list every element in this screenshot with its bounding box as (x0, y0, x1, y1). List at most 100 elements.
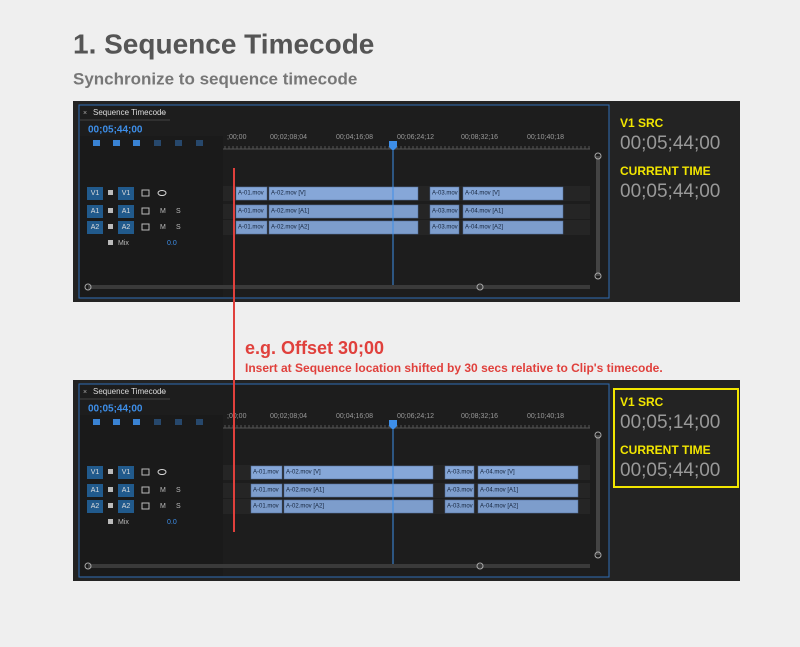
solo-button[interactable]: S (176, 503, 181, 510)
clip[interactable] (283, 465, 434, 480)
target-patch[interactable] (118, 466, 134, 479)
tool-icon[interactable] (133, 419, 140, 425)
src-label: V1 SRC (620, 116, 664, 130)
clip[interactable] (268, 204, 419, 219)
clip-label: A-03.mov (447, 488, 473, 494)
clip[interactable] (250, 465, 283, 480)
clip[interactable] (235, 220, 268, 235)
scroll-handle[interactable] (84, 283, 92, 291)
mute-button[interactable]: M (160, 208, 166, 215)
clip[interactable] (477, 499, 579, 514)
sync-icon[interactable] (141, 189, 150, 197)
lock-icon[interactable] (108, 469, 113, 474)
clip[interactable] (444, 499, 475, 514)
time-value: 00;05;44;00 (620, 181, 720, 202)
clip[interactable] (283, 499, 434, 514)
clip[interactable] (462, 220, 564, 235)
lock-icon[interactable] (108, 487, 113, 492)
scroll-handle[interactable] (476, 283, 484, 291)
clip[interactable] (235, 204, 268, 219)
clip[interactable] (477, 483, 579, 498)
ruler-label: ;00;00 (227, 413, 247, 420)
tool-icon[interactable] (113, 140, 120, 146)
solo-button[interactable]: S (176, 487, 181, 494)
tool-icon[interactable] (154, 140, 161, 146)
target-patch[interactable] (118, 500, 134, 513)
mute-button[interactable]: M (160, 224, 166, 231)
solo-button[interactable]: S (176, 208, 181, 215)
tool-icon[interactable] (196, 140, 203, 146)
clip[interactable] (462, 204, 564, 219)
time-value: 00;05;44;00 (620, 460, 720, 481)
sync-icon[interactable] (141, 223, 150, 231)
source-patch[interactable] (87, 500, 103, 513)
source-patch[interactable] (87, 205, 103, 218)
clip-label: A-04.mov [A2] (465, 225, 503, 231)
eye-icon[interactable] (157, 190, 167, 196)
clip-label: A-02.mov [V] (286, 470, 321, 476)
source-patch[interactable] (87, 187, 103, 200)
scroll-handle[interactable] (594, 551, 602, 559)
sync-icon[interactable] (141, 468, 150, 476)
header-area (80, 136, 223, 297)
tool-icon[interactable] (93, 419, 100, 425)
header-area (80, 415, 223, 576)
scroll-handle[interactable] (594, 152, 602, 160)
lock-icon[interactable] (108, 190, 113, 195)
panel-tab[interactable]: Sequence Timecode (93, 387, 166, 396)
clip[interactable] (429, 204, 460, 219)
tool-icon[interactable] (196, 419, 203, 425)
solo-button[interactable]: S (176, 224, 181, 231)
sync-icon[interactable] (141, 486, 150, 494)
ruler-label: 00;10;40;18 (527, 413, 564, 420)
clip[interactable] (444, 483, 475, 498)
eye-icon[interactable] (157, 469, 167, 475)
lock-icon[interactable] (108, 224, 113, 229)
clip[interactable] (429, 220, 460, 235)
mix-value: 0.0 (167, 519, 177, 526)
scroll-handle[interactable] (594, 272, 602, 280)
tool-icon[interactable] (93, 140, 100, 146)
target-patch[interactable] (118, 484, 134, 497)
lock-icon[interactable] (108, 503, 113, 508)
ruler-label: 00;06;24;12 (397, 134, 434, 141)
tool-icon[interactable] (133, 140, 140, 146)
target-patch[interactable] (118, 205, 134, 218)
scroll-handle[interactable] (594, 431, 602, 439)
mute-button[interactable]: M (160, 487, 166, 494)
tool-icon[interactable] (175, 419, 182, 425)
panel-tab[interactable]: Sequence Timecode (93, 108, 166, 117)
target-patch[interactable] (118, 221, 134, 234)
lock-icon[interactable] (108, 208, 113, 213)
clip-label: A-03.mov (447, 504, 473, 510)
sync-icon[interactable] (141, 502, 150, 510)
scroll-handle[interactable] (84, 562, 92, 570)
playhead-handle[interactable] (389, 420, 397, 430)
mute-button[interactable]: M (160, 503, 166, 510)
timeline-panel: × Sequence Timecode 00;05;44;00 ;00;00 00;02… (73, 101, 740, 302)
clip[interactable] (444, 465, 475, 480)
clip[interactable] (250, 499, 283, 514)
clip[interactable] (268, 186, 419, 201)
scroll-handle[interactable] (476, 562, 484, 570)
source-patch[interactable] (87, 484, 103, 497)
ruler-label: 00;06;24;12 (397, 413, 434, 420)
clip[interactable] (268, 220, 419, 235)
clip[interactable] (462, 186, 564, 201)
tool-icon[interactable] (154, 419, 161, 425)
clip[interactable] (250, 483, 283, 498)
target-patch[interactable] (118, 187, 134, 200)
clip[interactable] (235, 186, 268, 201)
clip[interactable] (477, 465, 579, 480)
clip[interactable] (429, 186, 460, 201)
source-patch[interactable] (87, 466, 103, 479)
source-patch[interactable] (87, 221, 103, 234)
tool-icon[interactable] (175, 140, 182, 146)
clip-label: A-03.mov (432, 225, 458, 231)
clip[interactable] (283, 483, 434, 498)
tool-icon[interactable] (113, 419, 120, 425)
clip-label: A-04.mov [V] (465, 191, 500, 197)
target-label: A1 (122, 208, 131, 215)
playhead-handle[interactable] (389, 141, 397, 151)
sync-icon[interactable] (141, 207, 150, 215)
